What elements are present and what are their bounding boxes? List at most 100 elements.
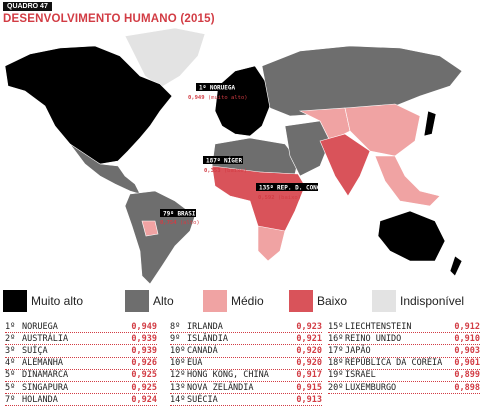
europe: [214, 65, 271, 137]
country: SINGAPURA: [22, 382, 69, 393]
australia: [377, 210, 446, 262]
tag: QUADRO 47: [3, 2, 52, 11]
title: DESENVOLVIMENTO HUMANO (2015): [3, 13, 215, 25]
rank: 20º: [328, 382, 344, 393]
callout-box: [203, 156, 243, 164]
country: DINAMARCA: [22, 370, 69, 381]
hdi-value: 0,913: [296, 394, 322, 405]
south-america: [124, 190, 196, 285]
rank: 18º: [328, 358, 344, 369]
rank: 12º: [170, 370, 186, 381]
hdi-value: 0,924: [131, 394, 157, 405]
ranking-row: 18º REPÚBLICA DA CORÉIA 0,901: [328, 358, 480, 370]
callout-value: 0,353 (baixo): [204, 168, 247, 174]
ranking-row: 4º ALEMANHA 0,926: [5, 358, 157, 370]
hdi-value: 0,912: [454, 321, 480, 332]
north-america: [4, 45, 173, 165]
callout-value: 0,754 (alto): [160, 220, 200, 226]
country: CANADÁ: [187, 345, 218, 356]
country: LIECHTENSTEIN: [345, 321, 412, 332]
ranking-row: 3º SUÍÇA 0,939: [5, 345, 157, 358]
ranking-row: 17º JAPÃO 0,903: [328, 345, 480, 358]
country: LUXEMBURGO: [345, 382, 397, 393]
rank: 13º: [170, 382, 186, 393]
callout-label: 187º NÍGER: [206, 157, 243, 165]
country: EUA: [187, 358, 203, 369]
country: SUÍÇA: [22, 345, 48, 356]
hdi-value: 0,921: [296, 333, 322, 344]
ranking-row: 5º SINGAPURA 0,925: [5, 382, 157, 395]
country: REPÚBLICA DA CORÉIA: [345, 358, 443, 369]
legend-label: Médio: [231, 294, 264, 308]
rank: 15º: [328, 321, 344, 332]
rank: 19º: [328, 370, 344, 381]
hdi-value: 0,949: [131, 321, 157, 332]
rank: 5º: [5, 382, 16, 393]
callout-box: [160, 209, 196, 217]
hdi-value: 0,939: [131, 345, 157, 356]
japan: [423, 110, 437, 137]
legend-item: Médio: [203, 290, 264, 312]
legend-item: Alto: [125, 290, 174, 312]
new-zealand: [449, 255, 463, 277]
callout-box: [256, 183, 318, 191]
ranking-row: 1º NORUEGA 0,949: [5, 321, 157, 334]
hdi-value: 0,939: [131, 333, 157, 344]
country: ISLÂNDIA: [187, 333, 228, 344]
country: HONG KONG, CHINA: [187, 370, 269, 381]
country: NOVA ZELÂNDIA: [187, 382, 254, 393]
ranking-row: 12º HONG KONG, CHINA 0,917: [170, 370, 322, 382]
legend-label: Muito alto: [31, 294, 84, 308]
legend-label: Indisponível: [400, 294, 465, 308]
russia: [261, 45, 463, 117]
callout-label: 135º REP. D. CONGO: [259, 185, 324, 192]
ranking-row: 16º REINO UNIDO 0,910: [328, 333, 480, 346]
hdi-value: 0,923: [296, 321, 322, 332]
southern-africa: [257, 225, 286, 262]
hdi-value: 0,910: [454, 333, 480, 344]
country: JAPÃO: [345, 345, 371, 356]
hdi-value: 0,920: [296, 358, 322, 369]
callout-box: [196, 83, 238, 91]
rank: 3º: [5, 345, 16, 356]
rank: 7º: [5, 394, 16, 405]
ranking-row: 13º NOVA ZELÂNDIA 0,915: [170, 382, 322, 395]
se-asia: [374, 155, 441, 207]
rank: 17º: [328, 345, 344, 356]
country: IRLANDA: [187, 321, 223, 332]
rank: 9º: [170, 333, 181, 344]
callout-label: 79º BRASIL: [163, 211, 200, 218]
hdi-value: 0,917: [296, 370, 322, 381]
country: AUSTRÁLIA: [22, 333, 69, 344]
hdi-value: 0,915: [296, 382, 322, 393]
ranking-row: 10º EUA 0,920: [170, 358, 322, 370]
bolivia: [141, 220, 159, 237]
country: ALEMANHA: [22, 358, 63, 369]
country: HOLANDA: [22, 394, 58, 405]
ranking-row: 19º ISRAEL 0,899: [328, 370, 480, 382]
hdi-value: 0,925: [131, 370, 157, 381]
callouts: 1º NORUEGA 0,949 (muito alto) 187º NÍGER…: [160, 83, 324, 226]
country: ISRAEL: [345, 370, 376, 381]
hdi-value: 0,899: [454, 370, 480, 381]
ranking-column: 15º LIECHTENSTEIN 0,912 16º REINO UNIDO 0,910…: [328, 321, 480, 395]
ranking-row: 5º DINAMARCA 0,925: [5, 370, 157, 382]
ranking-row: 15º LIECHTENSTEIN 0,912: [328, 321, 480, 334]
hdi-value: 0,903: [454, 345, 480, 356]
ranking-row: 14º SUÉCIA 0,913: [170, 394, 322, 406]
hdi-value: 0,901: [454, 358, 480, 369]
callout-value: 0,592 (baixo): [258, 195, 301, 201]
sub-saharan-africa: [211, 165, 306, 237]
callout-label: 1º NORUEGA: [199, 85, 236, 92]
rank: 4º: [5, 358, 16, 369]
legend-label: Baixo: [317, 294, 348, 308]
hdi-value: 0,926: [131, 358, 157, 369]
rank: 14º: [170, 394, 186, 405]
legend-item: Muito alto: [3, 290, 83, 312]
ranking-column: 1º NORUEGA 0,949 2º AUSTRÁLIA 0,939 3º SUÍÇA 0,9…: [5, 321, 157, 406]
country: NORUEGA: [22, 321, 58, 332]
hdi-value: 0,925: [131, 382, 157, 393]
rank: 8º: [170, 321, 181, 332]
hdi-value: 0,898: [454, 382, 480, 393]
legend-item: Indisponível: [372, 290, 464, 312]
